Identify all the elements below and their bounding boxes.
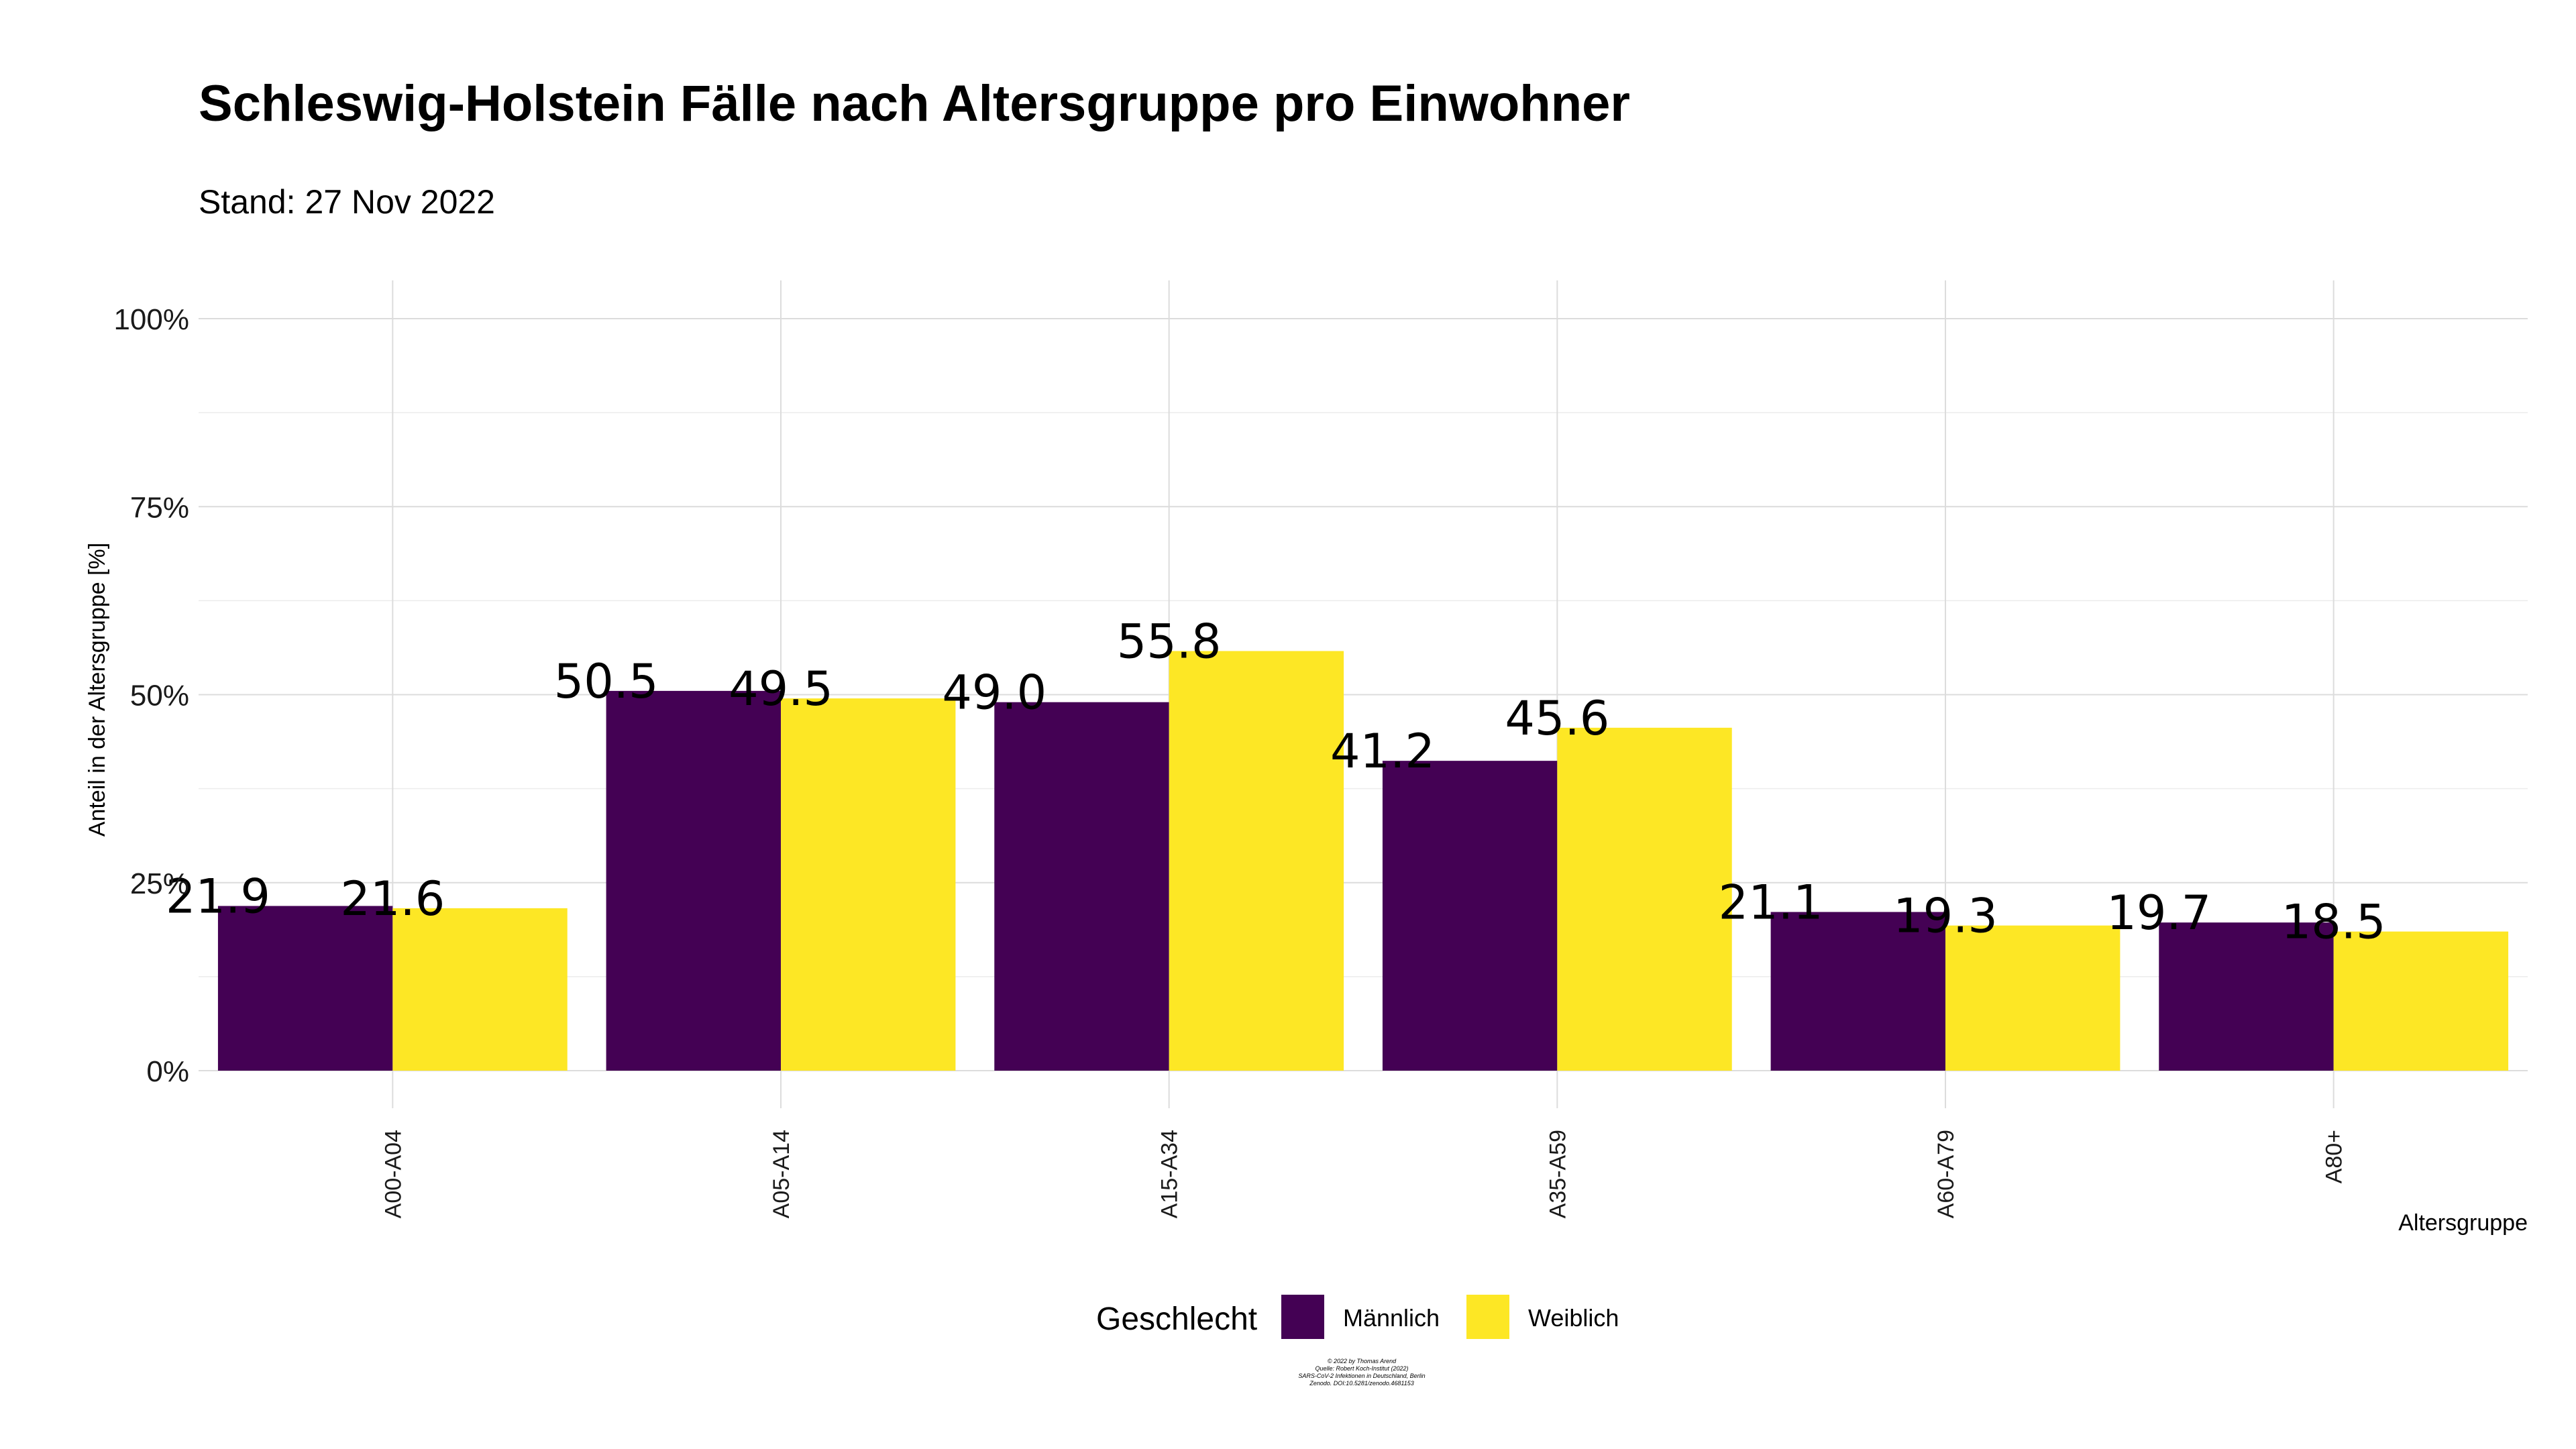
y-tick-label: 75% [130, 491, 189, 524]
data-label: 19.7 [2106, 885, 2211, 941]
data-label: 55.8 [1117, 614, 1222, 669]
x-tick-label: A35-A59 [1545, 1130, 1570, 1218]
legend: Geschlecht Männlich Weiblich [1096, 1295, 1619, 1339]
x-tick-label: A05-A14 [769, 1130, 794, 1218]
chart-subtitle: Stand: 27 Nov 2022 [199, 183, 495, 221]
y-tick-label: 100% [113, 303, 189, 336]
data-label: 50.5 [554, 654, 659, 709]
x-tick-label: A60-A79 [1933, 1130, 1959, 1218]
bar-a60a79-0 [1770, 912, 1945, 1071]
y-axis-title: Anteil in der Altersgruppe [%] [85, 543, 110, 837]
bar-a35a59-0 [1382, 761, 1558, 1071]
bar-a15a34-0 [994, 702, 1169, 1071]
bar-a15a34-1 [1169, 651, 1344, 1071]
y-tick-label: 50% [130, 680, 189, 712]
bar-a05a14-0 [606, 690, 781, 1071]
legend-title: Geschlecht [1096, 1301, 1257, 1337]
legend-swatch-maennlich [1281, 1295, 1324, 1339]
legend-label-weiblich: Weiblich [1528, 1304, 1619, 1332]
x-axis-ticks: A00-A04 A05-A14 A15-A34 A35-A59 A60-A79 A80+ [380, 1130, 2347, 1218]
bar-a60a79-1 [1945, 925, 2121, 1071]
x-tick-label: A80+ [2322, 1130, 2347, 1183]
caption-line-2: Quelle: Robert Koch-Institut (2022) [1315, 1365, 1408, 1372]
legend-label-maennlich: Männlich [1343, 1304, 1440, 1332]
data-label: 41.2 [1330, 724, 1435, 779]
caption: © 2022 by Thomas Arend Quelle: Robert Ko… [1298, 1358, 1425, 1387]
chart-title: Schleswig-Holstein Fälle nach Altersgrup… [199, 75, 1630, 132]
x-axis-title: Altersgruppe [2398, 1210, 2528, 1236]
y-tick-label: 0% [146, 1055, 189, 1088]
data-label: 49.5 [729, 661, 833, 716]
caption-line-3: SARS-CoV-2 Infektionen in Deutschland, B… [1298, 1373, 1425, 1379]
y-axis-ticks: 0% 25% 50% 75% 100% [113, 303, 189, 1088]
bar-a00a04-1 [392, 908, 568, 1071]
bar-a80-0 [2159, 922, 2334, 1071]
bar-a00a04-0 [217, 906, 393, 1071]
data-label: 21.1 [1719, 875, 1823, 930]
data-label: 18.5 [2282, 895, 2386, 950]
legend-swatch-weiblich [1466, 1295, 1509, 1339]
caption-line-4: Zenodo. DOI:10.5281/zenodo.4681153 [1309, 1380, 1413, 1387]
data-label: 21.6 [340, 871, 445, 926]
bars [217, 651, 2509, 1071]
data-label: 45.6 [1505, 691, 1609, 746]
y-tick-label: 25% [130, 867, 189, 900]
caption-line-1: © 2022 by Thomas Arend [1328, 1358, 1397, 1364]
bar-a35a59-1 [1557, 727, 1732, 1071]
x-tick-label: A15-A34 [1157, 1130, 1183, 1218]
data-labels: 21.9 21.6 50.5 49.5 49.0 55.8 41.2 45.6 21.1 19.3… [166, 614, 2386, 949]
x-tick-label: A00-A04 [380, 1130, 406, 1218]
bar-a05a14-1 [781, 698, 956, 1071]
data-label: 19.3 [1893, 889, 1998, 944]
data-label: 21.9 [166, 869, 270, 924]
bar-a80-1 [2333, 931, 2509, 1071]
data-label: 49.0 [942, 665, 1046, 720]
